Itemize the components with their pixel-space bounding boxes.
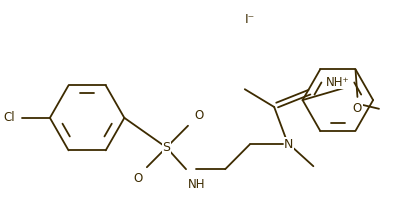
Text: S: S — [162, 141, 170, 154]
Text: Cl: Cl — [3, 111, 15, 124]
Text: NH: NH — [188, 178, 205, 191]
Text: I⁻: I⁻ — [245, 13, 255, 26]
Text: O: O — [134, 172, 143, 185]
Text: O: O — [353, 102, 362, 115]
Text: NH⁺: NH⁺ — [326, 76, 350, 89]
Text: O: O — [194, 109, 203, 122]
Text: N: N — [284, 138, 294, 151]
